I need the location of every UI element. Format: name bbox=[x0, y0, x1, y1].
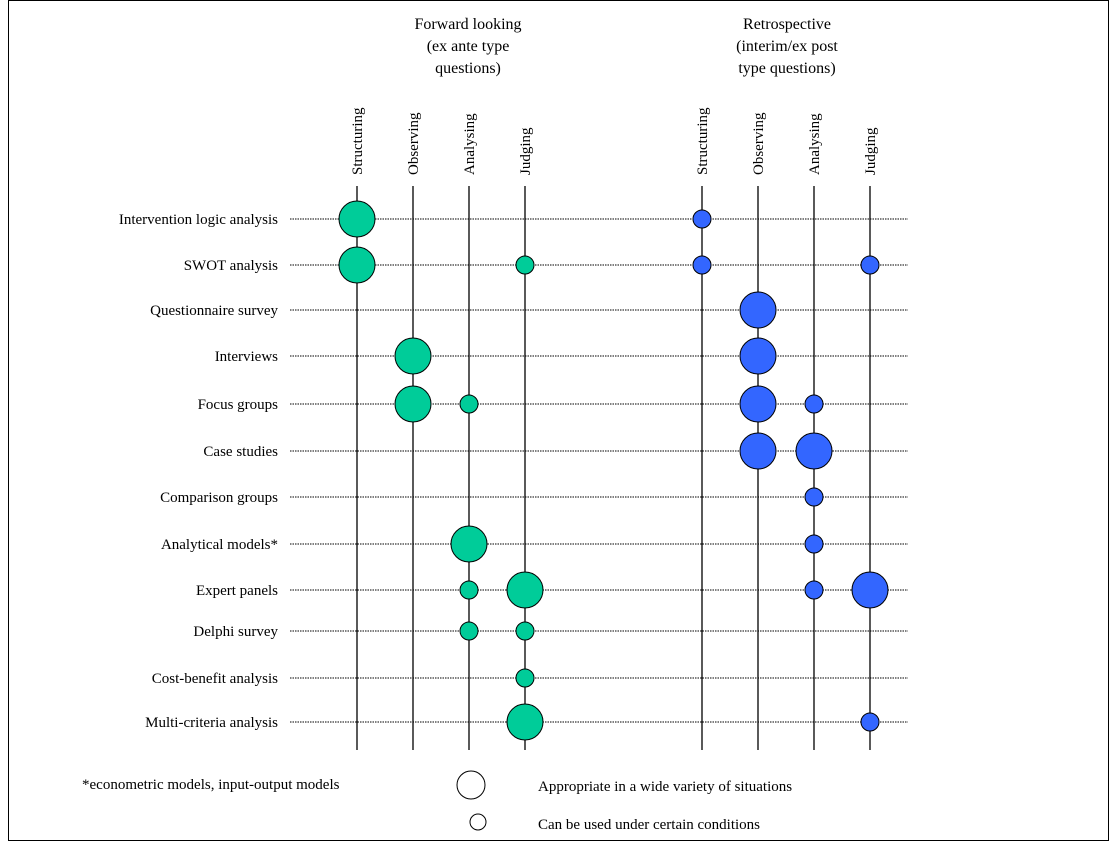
forward-bubble-swot-analysis-structuring bbox=[338, 246, 376, 284]
method-label-interviews: Interviews bbox=[215, 349, 278, 365]
legend-large-label: Appropriate in a wide variety of situati… bbox=[538, 779, 792, 795]
forward-bubble-intervention-logic-analysis-structuring bbox=[338, 200, 376, 238]
forward-bubble-interviews-observing bbox=[394, 337, 432, 375]
forward-stage-label-judging: Judging bbox=[518, 127, 534, 175]
forward-bubble-focus-groups-observing bbox=[394, 385, 432, 423]
method-label-intervention-logic-analysis: Intervention logic analysis bbox=[119, 212, 278, 228]
forward-bubble-expert-panels-analysing bbox=[459, 580, 479, 600]
method-label-focus-groups: Focus groups bbox=[198, 397, 279, 413]
retro-bubble-intervention-logic-analysis-structuring bbox=[692, 209, 712, 229]
method-label-swot-analysis: SWOT analysis bbox=[184, 258, 278, 274]
retro-bubble-interviews-observing bbox=[739, 337, 777, 375]
retro-title-line-1: Retrospective bbox=[743, 16, 831, 33]
retro-bubble-multi-criteria-analysis-judging bbox=[860, 712, 880, 732]
forward-title-line-1: Forward looking bbox=[414, 16, 521, 33]
forward-bubble-delphi-survey-analysing bbox=[459, 621, 479, 641]
forward-stage-label-analysing: Analysing bbox=[462, 113, 478, 175]
method-label-expert-panels: Expert panels bbox=[196, 583, 278, 599]
retro-bubble-analytical-models-analysing bbox=[804, 534, 824, 554]
forward-bubble-expert-panels-judging bbox=[506, 571, 544, 609]
method-label-analytical-models: Analytical models* bbox=[161, 537, 278, 553]
method-label-delphi-survey: Delphi survey bbox=[193, 624, 278, 640]
retro-stage-label-analysing: Analysing bbox=[807, 113, 823, 175]
forward-bubble-analytical-models-analysing bbox=[450, 525, 488, 563]
label-layer: Intervention logic analysis SWOT analysis… bbox=[119, 107, 879, 731]
retro-bubble-expert-panels-analysing bbox=[804, 580, 824, 600]
method-label-comparison-groups: Comparison groups bbox=[160, 490, 278, 506]
retro-stage-label-observing: Observing bbox=[751, 112, 767, 175]
bubble-layer bbox=[338, 200, 889, 741]
forward-bubble-cost-benefit-analysis-judging bbox=[515, 668, 535, 688]
retro-stage-label-structuring: Structuring bbox=[695, 107, 711, 175]
retro-title-line-3: type questions) bbox=[738, 60, 835, 77]
forward-bubble-multi-criteria-analysis-judging bbox=[506, 703, 544, 741]
forward-bubble-focus-groups-analysing bbox=[459, 394, 479, 414]
retro-bubble-questionnaire-survey-observing bbox=[739, 291, 777, 329]
method-label-multi-criteria-analysis: Multi-criteria analysis bbox=[145, 715, 278, 731]
footnote: *econometric models, input-output models bbox=[82, 777, 340, 793]
forward-bubble-swot-analysis-judging bbox=[515, 255, 535, 275]
method-label-cost-benefit-analysis: Cost-benefit analysis bbox=[152, 671, 278, 687]
retro-bubble-swot-analysis-structuring bbox=[692, 255, 712, 275]
forward-stage-label-structuring: Structuring bbox=[350, 107, 366, 175]
retro-bubble-focus-groups-analysing bbox=[804, 394, 824, 414]
method-label-questionnaire-survey: Questionnaire survey bbox=[150, 303, 278, 319]
legend-small-circle bbox=[469, 813, 487, 831]
forward-title-line-3: questions) bbox=[435, 60, 501, 77]
retro-bubble-expert-panels-judging bbox=[851, 571, 889, 609]
method-label-case-studies: Case studies bbox=[203, 444, 278, 460]
legend-large-circle bbox=[456, 770, 486, 800]
retro-title-line-2: (interim/ex post bbox=[736, 38, 838, 55]
forward-stage-label-observing: Observing bbox=[406, 112, 422, 175]
retro-bubble-case-studies-observing bbox=[739, 432, 777, 470]
retro-bubble-focus-groups-observing bbox=[739, 385, 777, 423]
retro-bubble-comparison-groups-analysing bbox=[804, 487, 824, 507]
retro-bubble-case-studies-analysing bbox=[795, 432, 833, 470]
forward-title-line-2: (ex ante type bbox=[427, 38, 510, 55]
forward-bubble-delphi-survey-judging bbox=[515, 621, 535, 641]
retro-bubble-swot-analysis-judging bbox=[860, 255, 880, 275]
legend-small-label: Can be used under certain conditions bbox=[538, 817, 760, 833]
retro-stage-label-judging: Judging bbox=[863, 127, 879, 175]
